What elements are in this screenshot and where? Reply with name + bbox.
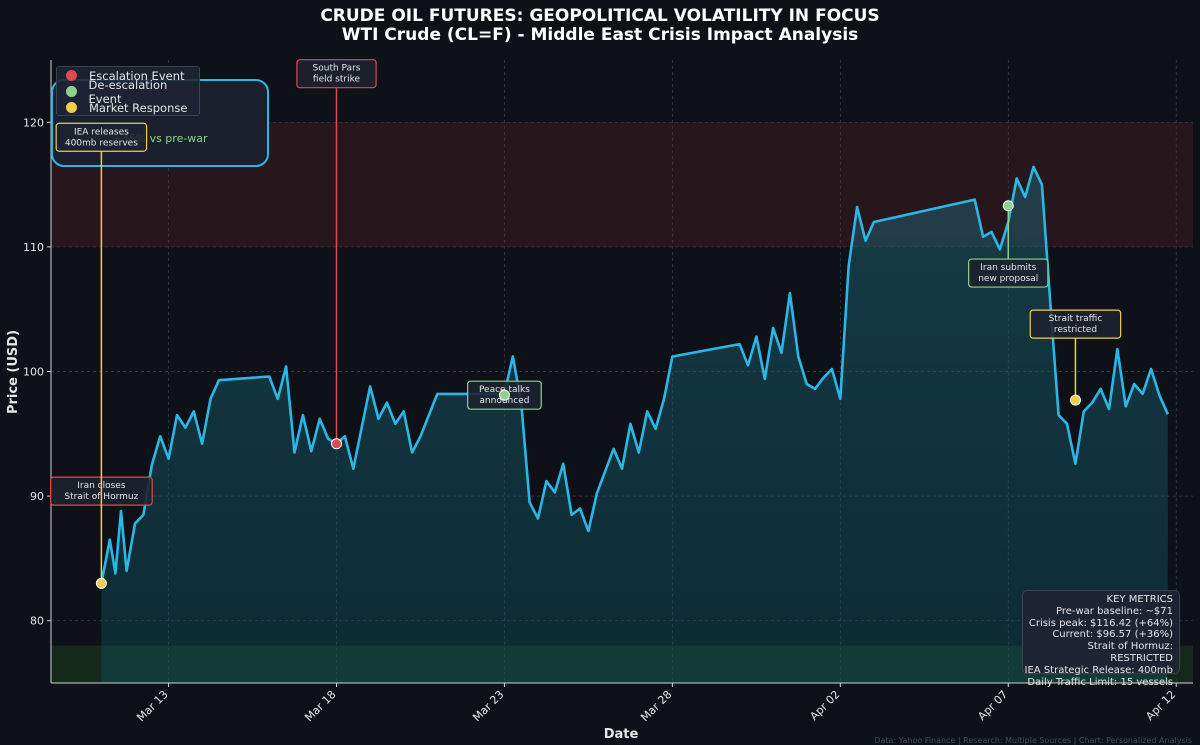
y-tick-label: 120 <box>23 116 44 129</box>
legend: Escalation Event De-escalation Event Mar… <box>56 66 200 116</box>
x-tick-label: Mar 13 <box>134 688 170 724</box>
legend-label: Escalation Event <box>89 68 185 83</box>
event-label-text: Strait traffic <box>1049 314 1103 324</box>
event-label-text: restricted <box>1054 325 1097 335</box>
metric-line: Strait of Hormuz: RESTRICTED <box>1087 641 1173 664</box>
legend-item: Escalation Event <box>57 68 199 83</box>
x-tick-label: Apr 02 <box>807 688 842 723</box>
key-metrics-box: KEY METRICS Pre-war baseline: ~$71 Crisi… <box>1022 590 1180 688</box>
price-line <box>100 165 1169 584</box>
x-tick-label: Apr 07 <box>975 688 1010 723</box>
price-area-fill <box>101 166 1168 683</box>
x-axis-label: Date <box>604 727 639 742</box>
metric-line: Pre-war baseline: ~$71 <box>1055 605 1173 617</box>
legend-label: Market Response <box>89 100 188 115</box>
x-tick-label: Apr 12 <box>1143 688 1178 723</box>
event-label-text: Iran submits <box>980 263 1036 273</box>
x-tick-label: Mar 18 <box>302 688 338 724</box>
metric-line: Current: $96.57 (+36%) <box>1052 629 1173 641</box>
event-label-box <box>55 122 148 152</box>
event-label-text: IEA releases <box>74 127 129 137</box>
y-axis-label: Price (USD) <box>6 330 21 414</box>
chart-subtitle: WTI Crude (CL=F) - Middle East Crisis Im… <box>341 25 859 45</box>
market-dot-icon <box>66 102 77 113</box>
metric-line: Crisis peak: $116.42 (+64%) <box>1028 617 1173 629</box>
source-footer: Data: Yahoo Finance | Research: Multiple… <box>874 736 1192 745</box>
event-label-text: 400mb reserves <box>65 138 138 148</box>
chart-title: CRUDE OIL FUTURES: GEOPOLITICAL VOLATILI… <box>320 6 880 26</box>
event-marker <box>1002 200 1014 212</box>
event-label-text: announced <box>479 396 529 406</box>
y-tick-label: 80 <box>30 615 44 628</box>
x-tick-label: Mar 28 <box>638 688 674 724</box>
event-marker <box>95 577 107 589</box>
event-label-box <box>968 258 1049 288</box>
event-marker <box>1069 394 1081 406</box>
legend-label: De-escalation Event <box>88 77 168 106</box>
legend-item: De-escalation Event <box>57 78 199 106</box>
event-marker <box>498 389 510 401</box>
event-label-box <box>1029 309 1122 339</box>
y-tick-label: 110 <box>23 241 44 254</box>
event-label-box <box>296 59 377 89</box>
legend-item: Market Response <box>57 100 199 115</box>
x-tick-label: Mar 23 <box>470 688 506 724</box>
metrics-heading: KEY METRICS <box>1106 594 1173 605</box>
y-tick-label: 100 <box>23 366 44 379</box>
escalation-dot-icon <box>66 70 77 81</box>
metric-line: IEA Strategic Release: 400mb <box>1024 664 1173 676</box>
event-marker <box>331 438 342 450</box>
y-tick-label: 90 <box>30 490 44 503</box>
event-label-text: field strike <box>313 75 361 85</box>
event-label-text: new proposal <box>978 274 1038 284</box>
metric-line: Daily Traffic Limit: 15 vessels <box>1027 676 1173 688</box>
deescalation-dot-icon <box>66 86 77 97</box>
event-label-text: South Pars <box>313 64 361 74</box>
